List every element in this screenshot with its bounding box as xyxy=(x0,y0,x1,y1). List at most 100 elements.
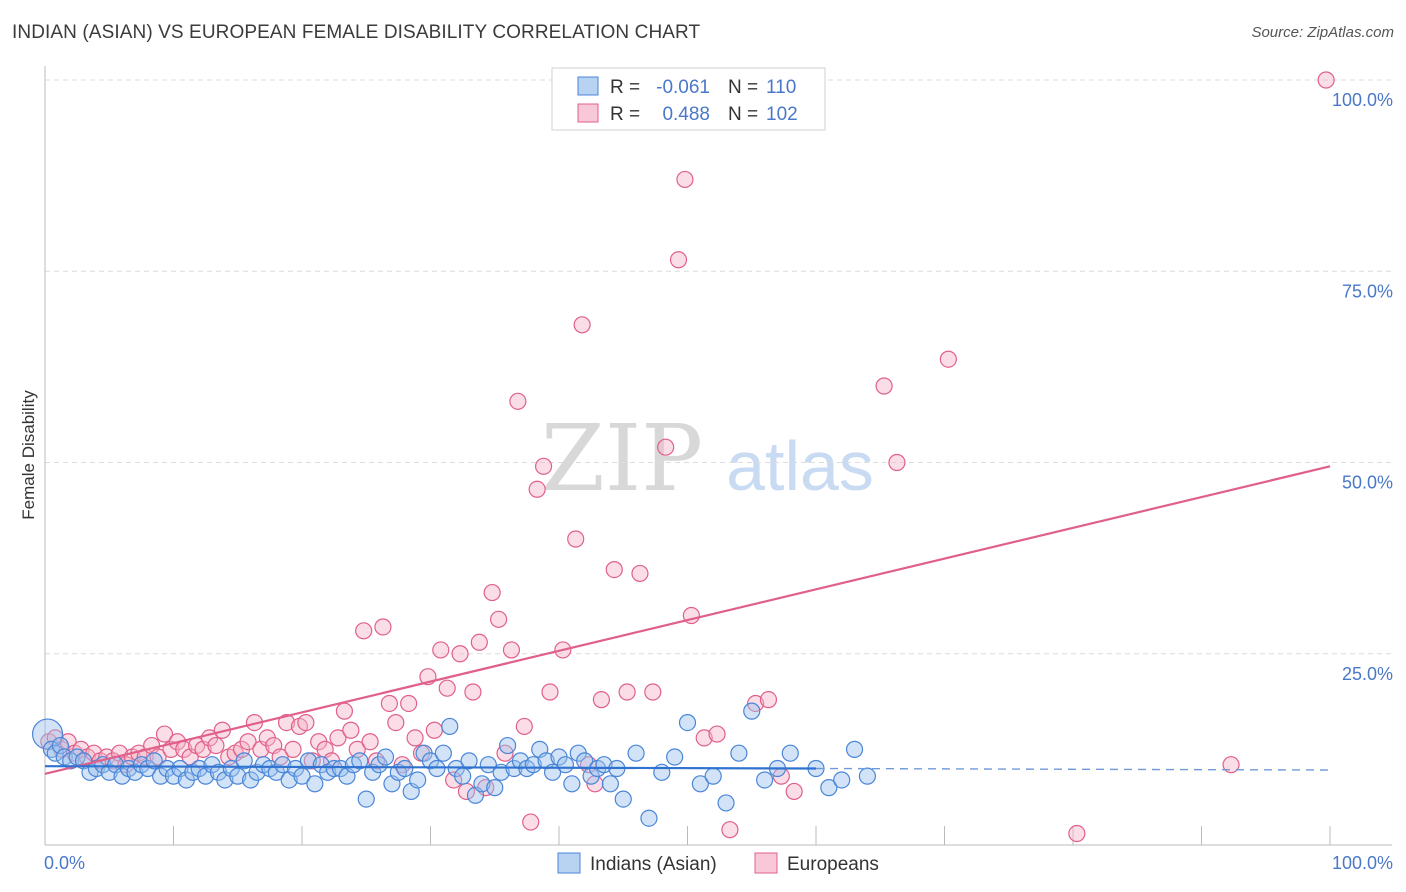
indian-point xyxy=(235,752,253,770)
indian-point xyxy=(717,794,735,812)
indian-point xyxy=(743,702,761,720)
trend-lines xyxy=(44,465,1331,775)
european-point xyxy=(361,733,379,751)
indian-point xyxy=(666,748,684,766)
y-axis-title: Female Disability xyxy=(19,390,38,520)
european-point xyxy=(400,694,418,713)
european-point xyxy=(888,453,906,472)
indian-point xyxy=(409,771,427,789)
legend-r-value-2: 0.488 xyxy=(662,104,710,125)
indian-point xyxy=(229,767,247,785)
european-point xyxy=(721,821,739,839)
y-tick-label: 75.0% xyxy=(1342,281,1393,301)
legend-swatch-indians xyxy=(577,76,599,96)
x-tick-label: 0.0% xyxy=(44,853,85,873)
european-point xyxy=(522,813,540,831)
indian-point xyxy=(460,752,478,770)
european-point xyxy=(509,392,527,410)
european-point xyxy=(534,457,553,475)
european-point xyxy=(592,691,611,709)
indian-point xyxy=(486,779,504,797)
european-point xyxy=(342,721,360,739)
european-point xyxy=(155,725,174,743)
european-point xyxy=(207,736,225,755)
x-tick-label: 100.0% xyxy=(1332,853,1393,873)
legend-r-value-1: -0.061 xyxy=(656,77,710,98)
european-point xyxy=(708,725,726,743)
european-point xyxy=(644,683,662,701)
european-point xyxy=(335,702,354,720)
european-point xyxy=(1068,824,1086,843)
europeans-trend-line xyxy=(44,465,1331,775)
axes xyxy=(44,66,1392,846)
indian-point xyxy=(858,767,877,785)
indian-point xyxy=(499,736,517,755)
bottom-legend-indians: Indians (Asian) xyxy=(590,854,717,875)
european-point xyxy=(567,530,585,548)
european-point xyxy=(618,683,636,701)
indian-point xyxy=(614,790,632,808)
european-point xyxy=(438,679,456,697)
european-point xyxy=(406,729,424,747)
indian-point xyxy=(293,767,311,785)
indian-point xyxy=(306,775,324,793)
legend-n-value-2: 102 xyxy=(766,104,798,125)
indian-point xyxy=(441,717,459,736)
legend-n-value-1: 110 xyxy=(766,77,796,98)
indians-trend-extension xyxy=(815,767,1331,771)
indian-point xyxy=(299,752,318,770)
y-tick-label: 100.0% xyxy=(1332,90,1393,110)
european-point xyxy=(374,618,392,636)
indian-point xyxy=(428,759,446,778)
watermark-zip: ZIP xyxy=(541,405,703,512)
watermark-atlas: atlas xyxy=(726,427,874,505)
european-point xyxy=(329,729,347,747)
legend-r-label-2: R = xyxy=(610,104,640,125)
indian-point xyxy=(325,759,343,778)
european-point xyxy=(573,316,591,334)
indian-point xyxy=(274,756,292,774)
bottom-legend-europeans: Europeans xyxy=(787,854,879,875)
indian-point xyxy=(473,775,491,793)
bottom-legend-swatch-indians xyxy=(557,852,581,874)
legend-swatch-europeans xyxy=(577,103,599,123)
european-point xyxy=(875,377,893,395)
legend-r-label-1: R = xyxy=(610,77,640,98)
indian-point xyxy=(556,756,575,774)
european-point xyxy=(284,740,302,758)
european-point xyxy=(490,610,508,628)
bottom-legend-swatch-europeans xyxy=(754,852,778,874)
indian-point xyxy=(357,790,375,808)
european-point xyxy=(1317,71,1335,89)
european-point xyxy=(676,170,694,189)
y-tick-label: 25.0% xyxy=(1342,664,1393,684)
european-point xyxy=(657,438,675,456)
indians-trend-line xyxy=(44,765,817,770)
european-point xyxy=(528,480,546,498)
indian-point xyxy=(691,775,709,793)
indian-point xyxy=(678,713,697,732)
indian-point xyxy=(781,744,799,762)
indian-point xyxy=(755,771,774,789)
y-tick-label: 50.0% xyxy=(1342,473,1393,493)
european-point xyxy=(939,350,957,368)
european-point xyxy=(277,713,296,732)
indian-point xyxy=(601,775,620,793)
indian-point xyxy=(479,756,497,774)
indian-point xyxy=(833,771,851,789)
european-point xyxy=(759,691,778,709)
european-point xyxy=(502,641,521,659)
bottom-legend: Indians (Asian) Europeans xyxy=(557,852,879,875)
european-point xyxy=(380,694,398,713)
chart-source: Source: ZipAtlas.com xyxy=(1251,24,1394,41)
european-point xyxy=(355,622,373,640)
indian-point xyxy=(704,767,722,785)
european-point xyxy=(605,560,623,579)
european-point xyxy=(631,564,649,583)
european-point xyxy=(464,683,482,701)
european-point xyxy=(432,641,450,659)
indian-point xyxy=(454,767,472,785)
indian-point xyxy=(653,763,671,781)
indian-point xyxy=(820,779,838,797)
